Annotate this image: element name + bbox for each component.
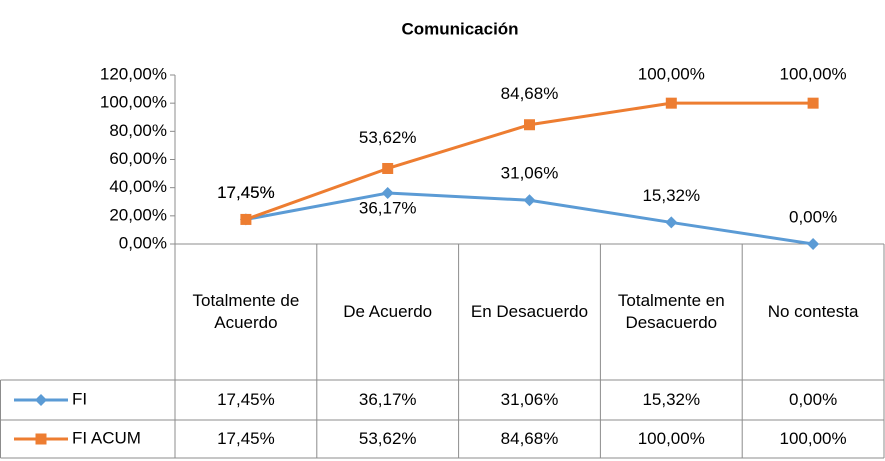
table-cell: 31,06%	[500, 390, 559, 409]
marker	[665, 216, 678, 229]
x-tick-label-box: De Acuerdo	[343, 302, 433, 321]
table-cell-box: 17,45%	[217, 429, 275, 448]
x-tick-label-box: En Desacuerdo	[470, 302, 589, 321]
table-cell: 17,45%	[217, 429, 275, 448]
x-tick-label-box: Totalmente en Desacuerdo	[617, 291, 725, 332]
legend-label: FI ACUM	[72, 428, 141, 447]
table-cell: 15,32%	[642, 390, 701, 409]
table-cell: 36,17%	[358, 390, 417, 409]
table-cell-box: 84,68%	[500, 429, 559, 448]
data-label: 31,06%	[501, 164, 559, 183]
table-cell: 84,68%	[500, 429, 559, 448]
y-tick-label: 60,00%	[109, 149, 167, 168]
table-cell: 100,00%	[779, 429, 847, 448]
data-label: 0,00%	[789, 207, 837, 226]
marker	[523, 194, 536, 207]
x-tick-label-box: No contesta	[767, 302, 859, 321]
table-cell-box: 100,00%	[637, 429, 705, 448]
table-cell-box: 0,00%	[788, 390, 838, 409]
y-tick-label: 20,00%	[109, 205, 167, 224]
marker	[381, 187, 394, 200]
data-label: 84,68%	[501, 84, 559, 103]
x-tick-label: De Acuerdo	[343, 302, 433, 321]
marker	[807, 97, 819, 109]
table-cell-box: 53,62%	[358, 429, 417, 448]
table-cell: 53,62%	[358, 429, 417, 448]
x-tick-label: No contesta	[767, 302, 859, 321]
table-cell-box: 100,00%	[779, 429, 847, 448]
data-label: 100,00%	[638, 65, 705, 84]
y-tick-label: 100,00%	[100, 93, 167, 112]
x-tick-label-box: Totalmente de Acuerdo	[192, 291, 300, 332]
marker	[240, 213, 252, 225]
y-tick-label: 120,00%	[100, 64, 167, 83]
chart-title: Comunicación	[401, 19, 518, 38]
data-label: 17,45%	[217, 183, 275, 202]
marker	[382, 162, 394, 174]
data-label: 17,45%	[217, 183, 275, 202]
marker	[807, 238, 820, 250]
marker	[35, 433, 47, 445]
data-label: 53,62%	[359, 128, 417, 147]
table-cell-box: 31,06%	[500, 390, 559, 409]
marker	[35, 394, 47, 406]
x-tick-label: En Desacuerdo	[470, 302, 589, 321]
y-tick-label: 40,00%	[109, 177, 167, 196]
y-tick-label: 80,00%	[109, 121, 167, 140]
y-tick-label: 0,00%	[119, 233, 167, 252]
table-cell: 100,00%	[637, 429, 705, 448]
table-cell: 0,00%	[788, 390, 838, 409]
x-tick-label: Totalmente en Desacuerdo	[617, 291, 725, 332]
table-cell: 17,45%	[217, 390, 275, 409]
table-cell-box: 17,45%	[217, 390, 275, 409]
table-cell-box: 15,32%	[642, 390, 701, 409]
data-label: 36,17%	[359, 199, 417, 218]
legend-label: FI	[72, 389, 87, 408]
table-cell-box: 36,17%	[358, 390, 417, 409]
marker	[665, 97, 677, 109]
data-label: 100,00%	[780, 65, 847, 84]
x-tick-label: Totalmente de Acuerdo	[192, 291, 300, 332]
data-label: 15,32%	[642, 186, 700, 205]
marker	[524, 119, 535, 131]
